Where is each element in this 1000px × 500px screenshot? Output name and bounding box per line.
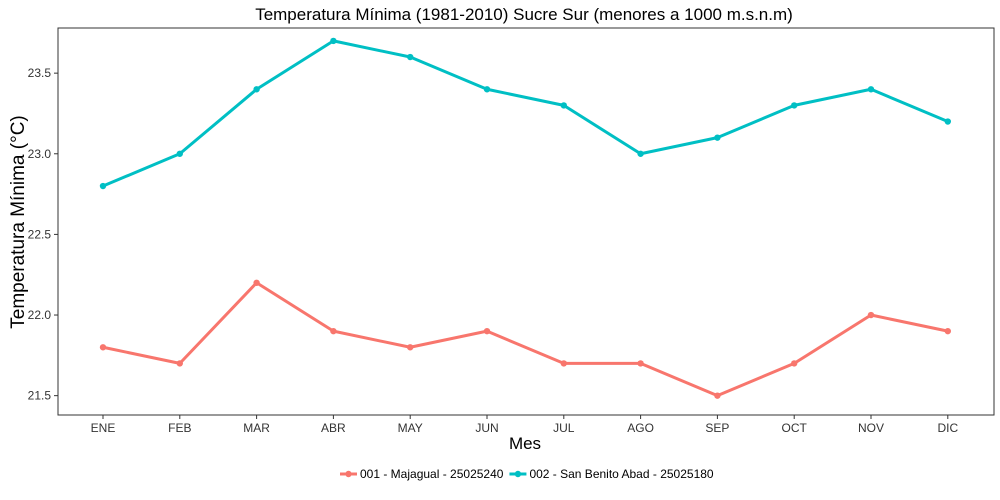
data-point [944, 327, 951, 335]
data-point [99, 182, 107, 190]
data-point [407, 344, 414, 351]
series-line-2 [101, 39, 950, 188]
data-point [791, 360, 798, 367]
x-tick-label: MAR [243, 421, 270, 435]
data-point [944, 118, 951, 125]
data-point [867, 86, 875, 93]
data-point [253, 86, 260, 93]
data-point [330, 37, 337, 45]
legend-item-2: 002 - San Benito Abad - 25025180 [509, 467, 714, 481]
x-tick-label: ABR [321, 421, 346, 435]
data-point [483, 327, 491, 335]
legend-swatch-point [345, 470, 352, 478]
data-point [560, 360, 567, 367]
data-point [867, 311, 875, 319]
x-tick-label: SEP [705, 421, 729, 435]
x-tick-label: OCT [782, 421, 808, 435]
y-tick-label: 21.5 [28, 389, 52, 403]
series-line-1 [101, 281, 950, 398]
x-tick-label: JUL [553, 421, 575, 435]
y-tick-label: 23.5 [28, 66, 52, 80]
plot-panel [57, 27, 995, 416]
data-point [330, 327, 337, 335]
y-tick-label: 22.0 [28, 308, 52, 322]
y-axis: 21.5 22.0 22.5 23.0 23.5 [28, 66, 58, 403]
y-axis-title: Temperatura Mínima (°C) [8, 115, 29, 328]
x-axis-title: Mes [509, 434, 541, 453]
data-point [483, 86, 491, 93]
chart-title: Temperatura Mínima (1981-2010) Sucre Sur… [255, 5, 793, 24]
legend-label: 001 - Majagual - 25025240 [360, 467, 504, 481]
x-tick-label: JUN [475, 421, 498, 435]
data-point [714, 134, 721, 141]
x-tick-label: DIC [937, 421, 958, 435]
x-tick-label: NOV [858, 421, 884, 435]
x-tick-label: AGO [627, 421, 654, 435]
legend-swatch-point [514, 470, 522, 478]
x-tick-label: MAY [398, 421, 423, 435]
data-point [176, 150, 183, 157]
data-point [791, 102, 798, 109]
x-tick-label: ENE [91, 421, 116, 435]
x-axis: ENE FEB MAR ABR MAY JUN JUL AGO SEP OCT NOV DIC [91, 415, 958, 435]
legend: 001 - Majagual - 25025240 002 - San Benit… [340, 467, 714, 481]
data-point [637, 360, 644, 367]
y-tick-label: 22.5 [28, 227, 52, 241]
legend-label: 002 - San Benito Abad - 25025180 [529, 467, 713, 481]
series-layer [99, 37, 951, 399]
data-point [176, 360, 183, 367]
data-point [560, 102, 567, 109]
legend-item-1: 001 - Majagual - 25025240 [340, 467, 504, 481]
data-point [99, 344, 107, 351]
y-tick-label: 23.0 [28, 147, 52, 161]
data-point [407, 53, 414, 61]
data-point [253, 279, 260, 286]
data-point [714, 392, 721, 399]
x-tick-label: FEB [168, 421, 191, 435]
data-point [637, 150, 644, 157]
